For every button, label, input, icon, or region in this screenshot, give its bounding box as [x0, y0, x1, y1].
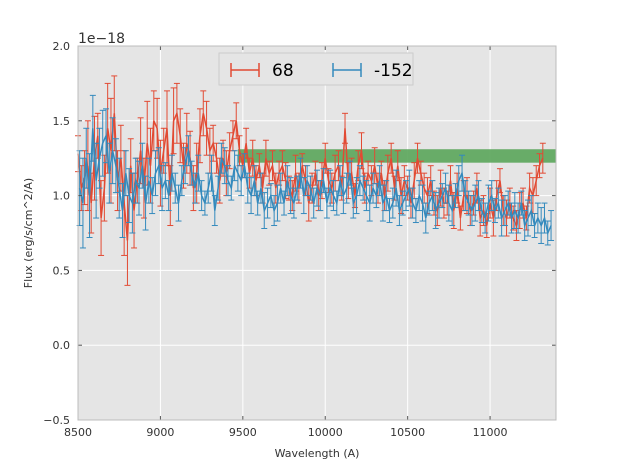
legend-items: 68 -152: [230, 61, 413, 81]
plot-background: [78, 46, 556, 420]
series-2: [76, 94, 555, 249]
legend-label: -152: [374, 61, 413, 81]
x-axis-ticks: 8500 9000 9500 10000 10500 11000: [64, 46, 508, 439]
x-tick-label: 9500: [229, 426, 257, 439]
y-tick-label: 0.0: [53, 339, 71, 352]
y-tick-label: −0.5: [43, 414, 70, 427]
y-offset-label: 1e−18: [78, 31, 125, 47]
y-tick-label: 1.0: [53, 190, 71, 203]
legend-label: 68: [272, 61, 294, 81]
y-tick-label: 0.5: [53, 264, 71, 277]
x-tick-label: 11000: [473, 426, 508, 439]
y-axis-label: Flux (erg/s/cm^2/A): [22, 178, 35, 288]
x-tick-label: 9000: [146, 426, 174, 439]
x-tick-label: 10500: [390, 426, 425, 439]
x-tick-label: 8500: [64, 426, 92, 439]
series-line: [78, 128, 552, 236]
series-layer: [75, 75, 555, 286]
legend-frame: [218, 52, 414, 86]
y-tick-label: 1.5: [53, 115, 71, 128]
legend-item: -152: [332, 61, 413, 81]
legend-item: 68: [230, 61, 294, 81]
x-tick-label: 10000: [308, 426, 343, 439]
y-tick-label: 2.0: [53, 40, 71, 53]
band-rect: [237, 149, 556, 163]
x-axis-label: Wavelength (A): [275, 447, 360, 460]
legend: 68 -152: [218, 52, 414, 86]
plot-frame: [77, 45, 557, 421]
highlight-band: [237, 149, 556, 163]
